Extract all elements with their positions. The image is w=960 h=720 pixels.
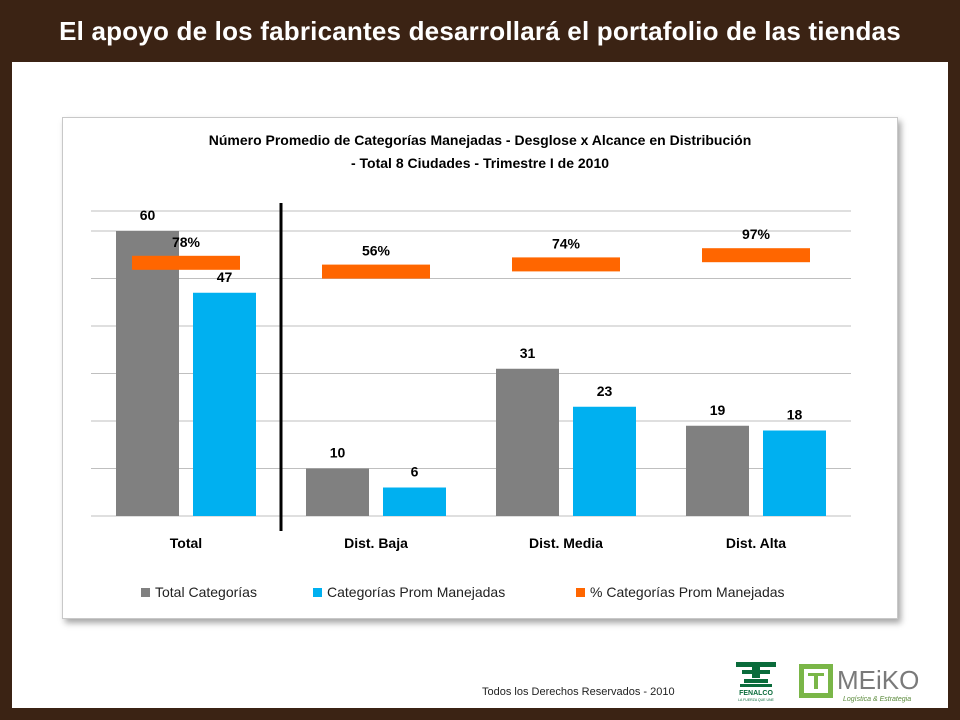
bar-chart: Número Promedio de Categorías Manejadas … bbox=[91, 132, 851, 600]
chart-title-line2: - Total 8 Ciudades - Trimestre I de 2010 bbox=[351, 155, 609, 171]
percent-label: 56% bbox=[362, 243, 391, 259]
bar-value-label: 6 bbox=[411, 464, 419, 480]
category-label: Dist. Baja bbox=[344, 535, 408, 551]
bar-prom-0 bbox=[193, 292, 256, 516]
slide-body: Número Promedio de Categorías Manejadas … bbox=[12, 62, 948, 708]
bar-total-3 bbox=[686, 425, 749, 516]
legend-label: % Categorías Prom Manejadas bbox=[590, 584, 785, 600]
percent-markers-group: 78% 56% 74% 97% bbox=[132, 226, 810, 279]
legend-swatch bbox=[576, 588, 585, 597]
percent-label: 78% bbox=[172, 234, 201, 250]
category-label: Dist. Media bbox=[529, 535, 603, 551]
bar-value-label: 23 bbox=[597, 383, 613, 399]
bar-value-label: 19 bbox=[710, 402, 726, 418]
legend-swatch bbox=[141, 588, 150, 597]
percent-label: 74% bbox=[552, 235, 581, 251]
percent-marker bbox=[512, 257, 620, 272]
percent-marker bbox=[702, 248, 810, 263]
svg-text:MEiKO: MEiKO bbox=[837, 665, 919, 695]
category-labels-group: Total Dist. Baja Dist. Media Dist. Alta bbox=[170, 535, 786, 551]
bar-value-label: 47 bbox=[217, 269, 233, 285]
bar-value-label: 31 bbox=[520, 345, 536, 361]
slide-header: El apoyo de los fabricantes desarrollará… bbox=[0, 0, 960, 62]
percent-marker bbox=[322, 264, 430, 279]
bar-value-label: 18 bbox=[787, 407, 803, 423]
chart-title-line1: Número Promedio de Categorías Manejadas … bbox=[209, 132, 752, 148]
slide-title: El apoyo de los fabricantes desarrollará… bbox=[59, 15, 901, 46]
category-label: Total bbox=[170, 535, 202, 551]
bar-value-label: 10 bbox=[330, 445, 346, 461]
legend-label: Total Categorías bbox=[155, 584, 257, 600]
svg-text:LA FUERZA QUE UNE: LA FUERZA QUE UNE bbox=[738, 698, 774, 702]
meiko-logo: MEiKO Logística & Estrategia bbox=[799, 664, 919, 703]
bar-prom-2 bbox=[573, 406, 636, 516]
fenalco-logo: FENALCO LA FUERZA QUE UNE bbox=[736, 662, 776, 702]
legend-label: Categorías Prom Manejadas bbox=[327, 584, 505, 600]
bar-total-1 bbox=[306, 468, 369, 516]
chart-frame: Número Promedio de Categorías Manejadas … bbox=[62, 117, 898, 619]
bar-prom-1 bbox=[383, 487, 446, 516]
legend-swatch bbox=[313, 588, 322, 597]
bar-total-0 bbox=[116, 231, 179, 516]
bar-prom-3 bbox=[763, 430, 826, 516]
copyright-text: Todos los Derechos Reservados - 2010 bbox=[482, 686, 675, 698]
svg-text:FENALCO: FENALCO bbox=[739, 690, 773, 697]
bar-value-label: 60 bbox=[140, 207, 156, 223]
legend: Total Categorías Categorías Prom Manejada… bbox=[141, 584, 785, 600]
percent-label: 97% bbox=[742, 226, 771, 242]
percent-marker bbox=[132, 255, 240, 270]
svg-text:Logística & Estrategia: Logística & Estrategia bbox=[843, 696, 911, 703]
category-label: Dist. Alta bbox=[726, 535, 786, 551]
bar-total-2 bbox=[496, 368, 559, 516]
bars-group: 60 47 10 6 31 23 19 18 bbox=[116, 207, 826, 516]
